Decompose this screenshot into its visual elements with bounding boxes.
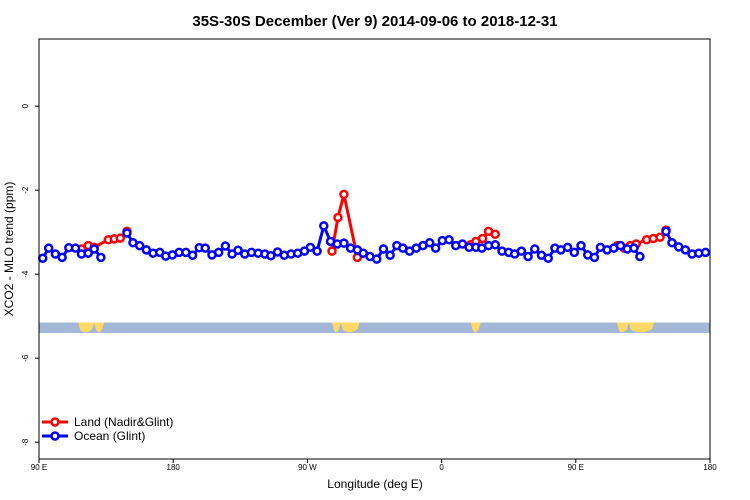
- ocean-data-point: [562, 242, 573, 253]
- ocean-data-point: [378, 244, 389, 254]
- ocean-data-point: [312, 246, 322, 256]
- ocean-data-point: [220, 241, 231, 251]
- land-mask-segment: [78, 322, 95, 333]
- ocean-data-point: [37, 253, 48, 263]
- y-tick-label: -2: [21, 186, 30, 194]
- land-data-point: [339, 189, 349, 200]
- ocean-data-point: [339, 238, 349, 248]
- legend-label: Ocean (Glint): [74, 429, 145, 443]
- ocean-data-point: [523, 251, 533, 262]
- land-mask-segment: [94, 322, 105, 333]
- ocean-data-point: [661, 226, 671, 237]
- ocean-data-point: [83, 248, 93, 258]
- ocean-data-point: [70, 243, 81, 253]
- ocean-data-point: [200, 243, 211, 253]
- land-mask-segment: [470, 322, 481, 333]
- legend-label: Land (Nadir&Glint): [74, 415, 173, 429]
- ocean-data-point: [635, 251, 645, 262]
- y-tick-label: 0: [21, 103, 30, 108]
- ocean-data-point: [213, 247, 224, 258]
- ocean-data-point: [122, 228, 132, 238]
- legend-marker: [50, 417, 60, 427]
- ocean-mask-band: [39, 322, 710, 333]
- ocean-data-point: [576, 240, 586, 251]
- ocean-data-point: [569, 247, 580, 258]
- x-tick-label: 180: [167, 463, 181, 472]
- ocean-data-point: [385, 250, 395, 261]
- ocean-data-point: [543, 253, 553, 263]
- ocean-data-point: [700, 247, 711, 258]
- plot-frame: [38, 38, 711, 460]
- ocean-data-point: [319, 221, 329, 231]
- ocean-data-point: [305, 242, 316, 253]
- ocean-data-point: [96, 252, 106, 263]
- ocean-data-point: [43, 243, 54, 253]
- ocean-data-point: [134, 240, 145, 251]
- ocean-data-point: [589, 252, 600, 263]
- ocean-data-point: [89, 244, 99, 254]
- x-tick-label: 0: [439, 463, 444, 472]
- x-tick-label: 90 E: [568, 463, 584, 472]
- ocean-data-point: [629, 243, 639, 253]
- ocean-data-point: [371, 254, 382, 264]
- land-mask: [39, 322, 710, 333]
- ocean-data-point: [667, 237, 677, 248]
- chart-title: 35S-30S December (Ver 9) 2014-09-06 to 2…: [192, 13, 557, 30]
- x-tick-label: 90 W: [298, 463, 317, 472]
- land-data-point: [655, 232, 665, 242]
- ocean-data-point: [266, 250, 276, 261]
- land-data-point: [490, 229, 501, 240]
- land-data-point: [477, 233, 488, 244]
- land-data-point: [333, 212, 343, 223]
- ocean-data-point: [490, 240, 501, 250]
- land-data-point: [115, 233, 126, 243]
- legend-marker: [50, 431, 60, 441]
- y-axis: 0 -2 -4 -6 -8: [21, 103, 39, 446]
- ocean-data-point: [57, 252, 67, 263]
- x-tick-label: 180: [703, 463, 717, 472]
- ocean-data-point: [680, 245, 691, 255]
- land-mask-segment: [628, 322, 655, 333]
- land-mask-segment: [340, 322, 360, 333]
- ocean-data-point: [430, 243, 441, 253]
- x-tick-label: 90 E: [31, 463, 47, 472]
- land-mask-segment: [332, 322, 341, 333]
- ocean-data-point: [187, 250, 198, 261]
- land-series-line: [330, 194, 359, 258]
- x-axis-label: Longitude (deg E): [327, 477, 422, 491]
- x-axis: 90 E 180 90 W 0 90 E 180: [31, 459, 717, 472]
- land-data-point: [327, 246, 337, 256]
- legend: Land (Nadir&Glint)Ocean (Glint): [42, 415, 173, 443]
- series-layer: [37, 189, 711, 264]
- y-axis-label: XCO2 - MLO trend (ppm): [2, 182, 16, 317]
- y-tick-label: -4: [21, 270, 30, 278]
- y-tick-label: -6: [21, 354, 30, 362]
- ocean-data-point: [530, 244, 540, 254]
- y-tick-label: -8: [21, 438, 30, 446]
- land-mask-segment: [616, 322, 629, 333]
- ocean-data-point: [424, 237, 435, 248]
- ocean-data-point: [516, 246, 527, 256]
- ocean-data-point: [233, 245, 243, 256]
- ocean-data-point: [444, 235, 454, 245]
